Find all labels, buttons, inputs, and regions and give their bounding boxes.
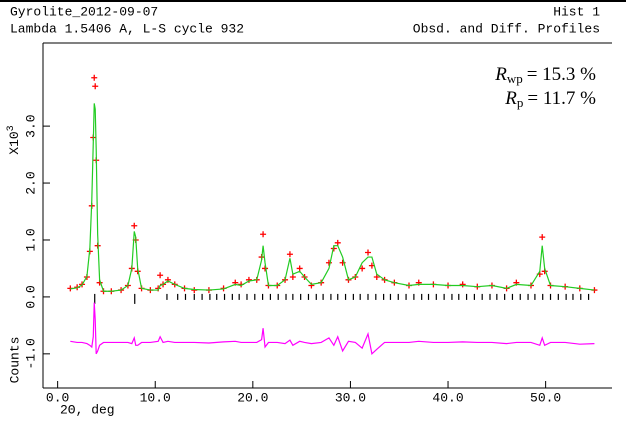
header-lambda: Lambda 1.5406 A, L-S cycle 932 [10, 21, 244, 36]
observed-point [334, 239, 341, 246]
header-profiles: Obsd. and Diff. Profiles [413, 21, 600, 36]
observed-point [365, 249, 372, 256]
r-factor: Rwp = 15.3 % [494, 64, 596, 86]
y-tick-label: 2.0 [23, 171, 38, 194]
y-axis-title-lower: Counts [7, 337, 22, 384]
observed-point [286, 251, 293, 258]
y-tick-label: 0.0 [23, 285, 38, 308]
x-tick-label: 0.0 [46, 390, 69, 405]
x-axis-title: 2Θ, deg [60, 402, 115, 417]
r-subscript: wp [507, 71, 523, 86]
r-symbol: R [504, 88, 517, 109]
observed-point [459, 281, 466, 288]
profile-line [70, 302, 595, 356]
observed-point [296, 265, 303, 272]
observed-point [359, 265, 366, 272]
y-tick-label: 1.0 [23, 228, 38, 251]
header-title: Gyrolite_2012-09-07 [10, 4, 158, 19]
observed-point [289, 273, 296, 280]
y-axis-title-exp: 3 [6, 125, 17, 131]
r-value: = 11.7 % [527, 88, 596, 109]
x-tick-label: 20.0 [237, 390, 268, 405]
observed-point [131, 222, 138, 229]
observed-point [164, 276, 171, 283]
x-tick-label: 50.0 [530, 390, 561, 405]
x-tick-label: 30.0 [335, 390, 366, 405]
r-symbol: R [494, 64, 507, 85]
observed-point [157, 272, 164, 279]
x-tick-label: 40.0 [432, 390, 463, 405]
observed-point [92, 83, 99, 90]
x-tick-label: 10.0 [140, 390, 171, 405]
observed-point [373, 273, 380, 280]
profile-line [70, 103, 595, 292]
r-factor: Rp = 11.7 % [504, 88, 596, 110]
y-axis-title: X103 [6, 125, 23, 154]
y-tick-label: -1.0 [23, 338, 38, 369]
observed-point [539, 234, 546, 241]
y-tick-label: 3.0 [23, 114, 38, 137]
observed-point [260, 231, 267, 238]
r-value: = 15.3 % [527, 64, 596, 85]
y-axis-title-base: X10 [7, 131, 22, 154]
observed-point [245, 276, 252, 283]
observed-point [91, 74, 98, 81]
r-subscript: p [517, 95, 524, 110]
header-hist: Hist 1 [553, 4, 600, 19]
observed-point [325, 259, 332, 266]
